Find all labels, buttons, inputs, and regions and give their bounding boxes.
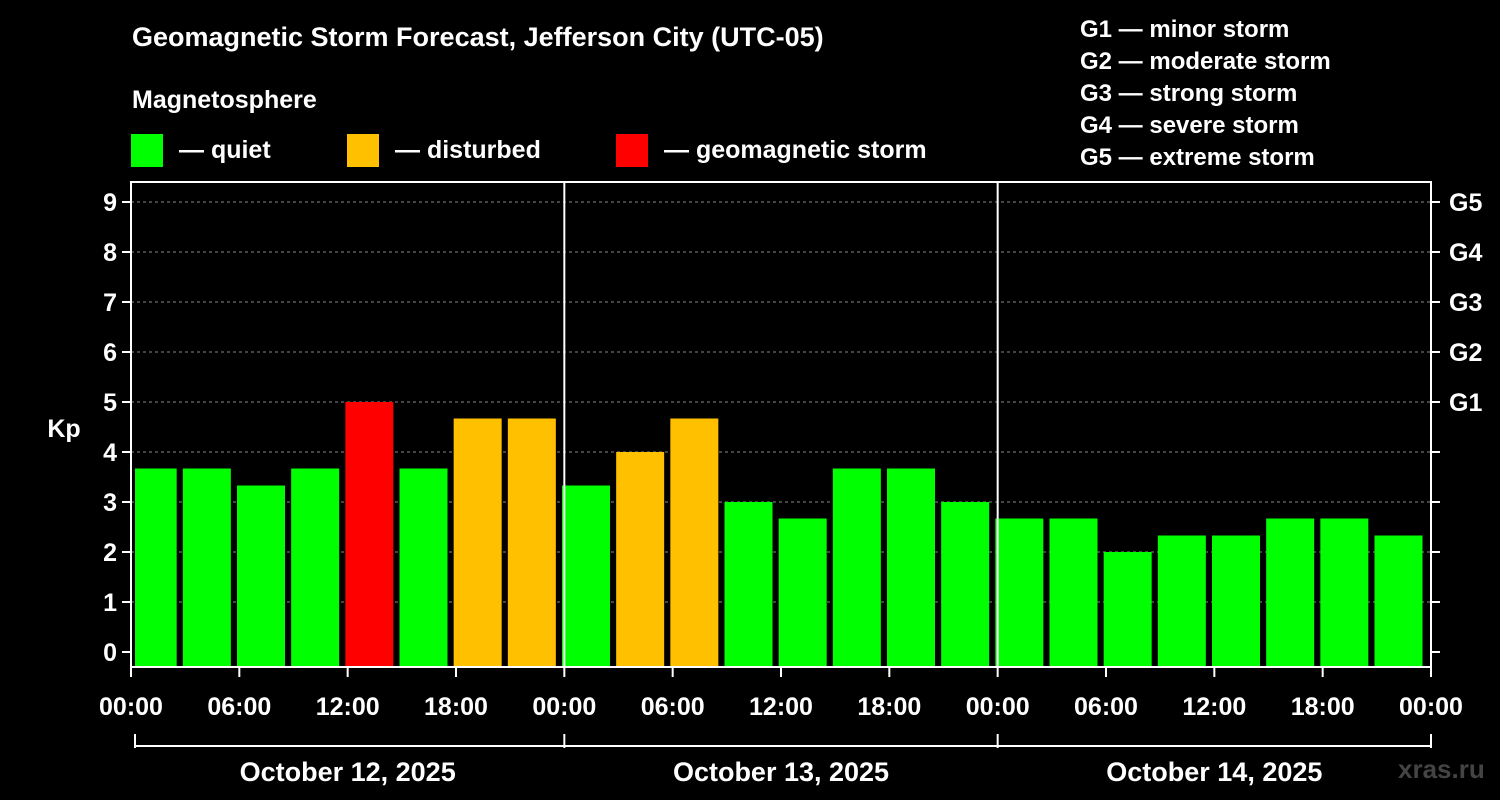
kp-bar-8: [507, 418, 556, 667]
g3-label: G3 — strong storm: [1080, 80, 1298, 107]
kp-bar-6: [399, 468, 448, 667]
x-tick-label-8: 00:00: [966, 693, 1030, 721]
y-tick-label-1: 1: [103, 589, 117, 617]
kp-bar-18: [1049, 518, 1098, 667]
g2-label: G2 — moderate storm: [1080, 48, 1331, 75]
kp-bar-21: [1212, 535, 1260, 667]
g5-label: G5 — extreme storm: [1080, 144, 1315, 171]
y-tick-label-5: 5: [103, 389, 117, 417]
kp-bar-12: [724, 502, 773, 667]
kp-bar-11: [670, 418, 719, 667]
kp-bar-3: [237, 485, 285, 667]
quiet-swatch: [131, 134, 163, 167]
legend-title: Magnetosphere: [132, 86, 317, 114]
kp-bar-20: [1157, 535, 1206, 667]
g-axis-label-g3: G3: [1449, 289, 1482, 317]
y-axis-title: Kp: [47, 415, 80, 443]
kp-bar-2: [182, 468, 231, 667]
y-tick-label-8: 8: [103, 239, 117, 267]
day-label-2: October 14, 2025: [1106, 757, 1322, 787]
day-label-0: October 12, 2025: [240, 757, 456, 787]
legend-quiet-label: — quiet: [179, 136, 271, 164]
x-tick-label-3: 18:00: [424, 693, 488, 721]
x-tick-label-9: 06:00: [1074, 693, 1138, 721]
kp-bar-24: [1374, 535, 1423, 667]
y-tick-label-3: 3: [103, 489, 117, 517]
g-axis-label-g2: G2: [1449, 339, 1482, 367]
legend-storm: — geomagnetic storm: [616, 134, 927, 167]
x-tick-label-2: 12:00: [316, 693, 380, 721]
brand-watermark: xras.ru: [1398, 754, 1485, 784]
g-axis-label-g5: G5: [1449, 189, 1482, 217]
x-tick-label-6: 12:00: [749, 693, 813, 721]
kp-bar-23: [1320, 518, 1369, 667]
y-tick-label-2: 2: [103, 539, 117, 567]
kp-bar-22: [1266, 518, 1315, 667]
kp-bar-5: [345, 402, 394, 667]
y-tick-label-7: 7: [103, 289, 117, 317]
kp-bar-1: [135, 468, 177, 667]
x-tick-label-7: 18:00: [857, 693, 921, 721]
legend-quiet: — quiet: [131, 134, 271, 167]
legend-storm-label: — geomagnetic storm: [664, 136, 927, 164]
legend-disturbed-label: — disturbed: [395, 136, 541, 164]
x-tick-label-12: 00:00: [1399, 693, 1463, 721]
g-axis-label-g1: G1: [1449, 389, 1482, 417]
kp-bar-15: [887, 468, 935, 667]
x-tick-label-5: 06:00: [641, 693, 705, 721]
kp-bar-17: [995, 518, 1044, 667]
day-label-1: October 13, 2025: [673, 757, 889, 787]
y-tick-label-9: 9: [103, 189, 117, 217]
chart-title: Geomagnetic Storm Forecast, Jefferson Ci…: [132, 22, 824, 52]
kp-bar-9: [562, 485, 610, 667]
g4-label: G4 — severe storm: [1080, 112, 1299, 139]
kp-bar-16: [941, 502, 990, 667]
g-scale-legend: G1 — minor storm G2 — moderate storm G3 …: [1080, 14, 1331, 174]
y-tick-label-0: 0: [103, 639, 117, 667]
x-tick-label-11: 18:00: [1291, 693, 1355, 721]
storm-swatch: [616, 134, 648, 167]
kp-bar-13: [778, 518, 827, 667]
x-tick-label-4: 00:00: [532, 693, 596, 721]
g-axis-label-g4: G4: [1449, 239, 1482, 267]
x-tick-label-10: 12:00: [1182, 693, 1246, 721]
kp-bar-14: [832, 468, 881, 667]
y-tick-label-4: 4: [103, 439, 117, 467]
disturbed-swatch: [347, 134, 379, 167]
kp-bar-4: [291, 468, 340, 667]
x-tick-label-1: 06:00: [207, 693, 271, 721]
legend-disturbed: — disturbed: [347, 134, 541, 167]
kp-bar-7: [453, 418, 502, 667]
y-tick-label-6: 6: [103, 339, 117, 367]
kp-bar-19: [1103, 552, 1152, 667]
g1-label: G1 — minor storm: [1080, 16, 1290, 43]
kp-bar-10: [616, 452, 665, 667]
x-tick-label-0: 00:00: [99, 693, 163, 721]
